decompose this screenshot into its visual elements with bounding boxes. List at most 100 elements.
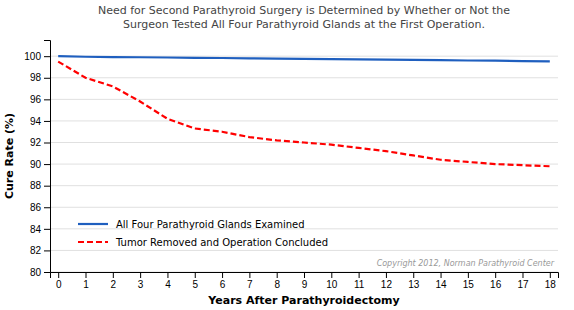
tick-label: 10 [326,279,338,290]
grid-line [50,250,558,251]
tick-mark [44,99,50,100]
tick-mark [495,272,496,278]
tick-label: 1 [83,279,89,290]
tick: 18 [545,272,557,290]
axis-line [44,41,51,273]
tick: 11 [354,272,365,290]
tick-label: 98 [30,72,42,83]
tick: 0 [56,272,62,290]
tick: 92 [30,137,50,148]
tick: 86 [30,202,50,213]
tick-mark [44,272,50,273]
x-axis-label: Years After Parathyroidectomy [207,294,399,307]
tick-mark [468,272,469,278]
grid-line [50,99,558,100]
tick-label: 3 [138,279,144,290]
tick-label: 80 [30,267,42,278]
tick-mark [413,272,414,278]
y-axis: 80 82 84 86 88 90 92 94 96 98 100 [24,41,50,278]
tick-label: 90 [30,159,42,170]
tick: 15 [463,272,475,290]
y-axis-label: Cure Rate (%) [3,113,16,199]
tick-mark [304,272,305,278]
tick-label: 88 [30,180,42,191]
tick-label: 9 [302,279,308,290]
tick-mark [86,272,87,278]
tick-mark [277,272,278,278]
tick: 96 [30,94,50,105]
tick-label: 17 [517,279,529,290]
tick-mark [44,207,50,208]
tick: 10 [326,272,338,290]
tick-mark [167,272,168,278]
tick-label: 4 [165,279,171,290]
annotation: Copyright 2012, Norman Parathyroid Cente… [377,259,555,268]
legend-label: All Four Parathyroid Glands Examined [116,219,305,230]
tick: 5 [192,272,198,290]
y-grid [50,56,558,272]
tick: 80 [30,267,50,278]
tick-mark [140,272,141,278]
tick-label: 12 [381,279,393,290]
tick-mark [550,272,551,278]
tick: 1 [83,272,89,290]
tick: 3 [138,272,144,290]
tick-mark [44,78,50,79]
tick: 82 [30,245,50,256]
tick: 12 [381,272,393,290]
lines [58,56,550,166]
tick-label: 96 [30,94,42,105]
legend-swatch [78,241,108,243]
tick-label: 92 [30,137,42,148]
tick-mark [441,272,442,278]
tick: 8 [274,272,280,290]
tick: 7 [247,272,253,290]
tick-mark [331,272,332,278]
tick-label: 14 [435,279,447,290]
legend-swatch [78,223,108,225]
tick: 17 [517,272,529,290]
tick-label: 6 [220,279,226,290]
title-line: Surgeon Tested All Four Parathyroid Glan… [123,18,485,31]
tick-label: 15 [463,279,475,290]
tick-mark [44,229,50,230]
series-line [58,56,550,61]
tick: 100 [24,51,50,62]
tick-label: 18 [545,279,557,290]
title-line: Need for Second Parathyroid Surgery is D… [98,4,510,17]
legend: All Four Parathyroid Glands Examined Tumo… [78,219,328,248]
tick: 98 [30,72,50,83]
legend-label: Tumor Removed and Operation Concluded [115,237,328,248]
tick-mark [386,272,387,278]
tick: 90 [30,159,50,170]
tick-label: 0 [56,279,62,290]
tick-label: 94 [30,116,42,127]
plot-area: 0123456789101112131415161718808284868890… [24,41,558,291]
grid-line [50,207,558,208]
tick-label: 100 [24,51,41,62]
tick-mark [44,143,50,144]
tick-label: 84 [30,224,42,235]
tick: 88 [30,180,50,191]
tick-mark [44,56,50,57]
title: Need for Second Parathyroid Surgery is D… [98,4,510,31]
tick-label: 7 [247,279,253,290]
tick-mark [44,121,50,122]
chart: 0123456789101112131415161718808284868890… [0,0,574,310]
tick-mark [58,272,59,278]
tick-mark [249,272,250,278]
tick: 4 [165,272,171,290]
tick-mark [44,186,50,187]
tick: 6 [220,272,226,290]
tick-mark [195,272,196,278]
tick-label: 8 [274,279,280,290]
tick: 13 [408,272,420,290]
grid-line [50,120,558,121]
grid-line [50,77,558,78]
tick-mark [44,250,50,251]
tick-label: 16 [490,279,502,290]
tick-label: 5 [192,279,198,290]
x-axis: 0123456789101112131415161718 [51,272,559,290]
tick: 84 [30,224,50,235]
series-line [58,62,550,167]
